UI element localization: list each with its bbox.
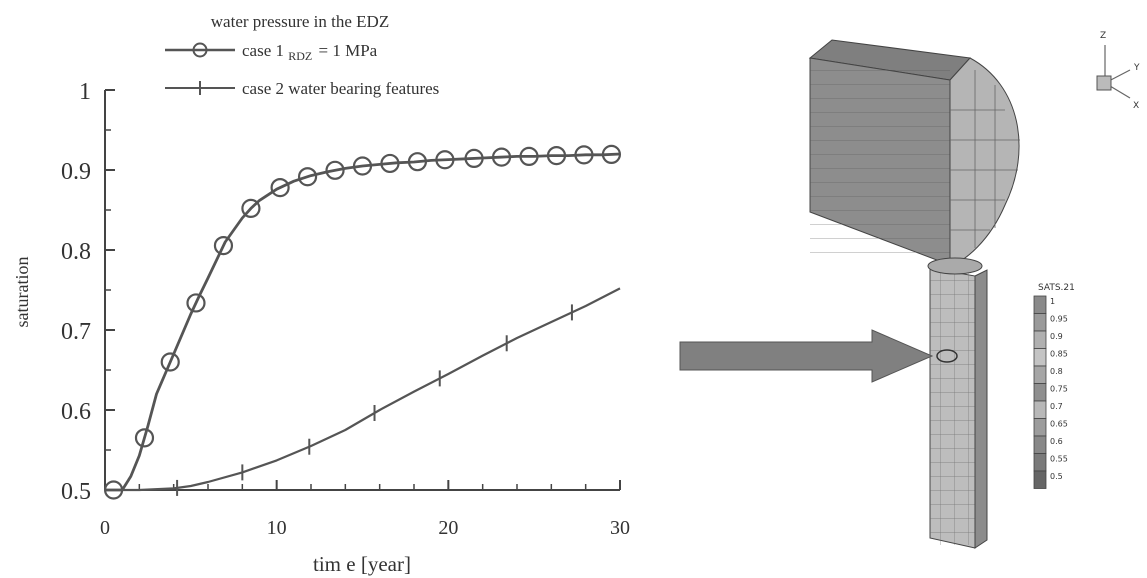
case-1-marker-7 [297, 167, 318, 187]
x-tick-label-3: 30 [610, 517, 630, 539]
case-1-marker-13 [464, 148, 484, 168]
y-ticks: 0.5 0.6 0.7 0.8 0.9 1 [61, 79, 115, 505]
case-1-marker-1 [134, 428, 155, 448]
chart-legend: case 1 RDZ = 1 MPa case 2 water bearing … [165, 41, 439, 98]
color-legend-title: SATS.21 [1038, 283, 1075, 293]
y-tick-label-1: 0.6 [61, 399, 91, 425]
shaft-top-ellipse [927, 257, 983, 275]
case-1-marker-10 [380, 153, 400, 174]
series-line-case-2 [105, 287, 621, 492]
y-tick-label-5: 1 [79, 79, 91, 105]
x-tick-label-1: 10 [267, 517, 287, 539]
case-1-marker-14 [491, 147, 512, 167]
color-swatch-label-10: 0.5 [1050, 472, 1063, 481]
series-group [103, 144, 622, 500]
case-1-marker-3 [186, 293, 206, 313]
y-axis-label: saturation [12, 257, 32, 328]
case-1-marker-16 [546, 146, 567, 166]
color-swatch-label-8: 0.6 [1050, 437, 1063, 446]
color-swatch-0 [1033, 295, 1047, 314]
axis-label-z: Z [1100, 31, 1106, 41]
x-tick-label-2: 20 [438, 517, 458, 539]
drift-end-face [949, 57, 1020, 266]
y-tick-label-4: 0.9 [61, 159, 91, 185]
color-legend-labels: 1 0.95 0.9 0.85 0.8 0.75 0.7 0.65 0.6 0.55 0.5 [1050, 297, 1068, 481]
x-ticks: 0 10 20 30 [100, 480, 630, 539]
series-line-case-1 [105, 152, 621, 492]
legend-marker-case-1 [192, 42, 208, 58]
legend-label-case-1: case 1 RDZ = 1 MPa [242, 41, 378, 64]
edz-location-marker [936, 349, 958, 363]
saturation-color-legend: SATS.21 1 0.95 0.9 0.85 0.8 0.75 0.7 0.65 0.6 0.5… [1033, 283, 1075, 489]
case-1-marker-8 [325, 160, 345, 180]
location-arrow [679, 329, 934, 383]
color-swatch-label-0: 1 [1050, 297, 1055, 306]
case-1-marker-2 [160, 352, 180, 372]
drift-side-grid [810, 58, 950, 265]
color-swatch-label-4: 0.8 [1050, 367, 1063, 376]
shaft-mesh [927, 257, 988, 549]
color-swatch-10 [1033, 470, 1047, 489]
y-tick-label-0: 0.5 [61, 479, 91, 505]
shaft-side-face [974, 269, 988, 549]
case-1-marker-4 [213, 236, 234, 256]
case-1-marker-18 [601, 144, 622, 164]
x-tick-label-0: 0 [100, 517, 110, 539]
color-swatch-1 [1033, 313, 1047, 332]
color-swatch-3 [1033, 348, 1047, 367]
triad-cube [1096, 75, 1112, 91]
saturation-model-figure: Z Y X SATS.21 1 0.95 0.9 0.85 0.8 0.75 0.7 0.65… [679, 31, 1140, 549]
color-swatch-6 [1033, 400, 1047, 419]
color-swatch-label-6: 0.7 [1050, 402, 1063, 411]
shaft-front-grid [930, 270, 975, 545]
color-swatch-4 [1033, 365, 1047, 384]
color-swatch-label-5: 0.75 [1050, 385, 1068, 394]
color-swatch-8 [1033, 435, 1047, 454]
case-1-marker-17 [574, 145, 594, 165]
case-1-marker-12 [435, 150, 455, 170]
color-swatch-label-1: 0.95 [1050, 315, 1068, 324]
color-swatch-2 [1033, 330, 1047, 349]
x-axis-label: tim e [year] [313, 552, 411, 576]
y-tick-label-2: 0.7 [61, 319, 91, 345]
drift-mesh [808, 39, 1020, 266]
color-swatch-label-9: 0.55 [1050, 455, 1068, 464]
color-swatch-label-3: 0.85 [1050, 350, 1068, 359]
case-1-marker-11 [407, 152, 428, 172]
saturation-chart: water pressure in the EDZ case 1 RDZ = 1… [12, 12, 630, 576]
color-swatch-5 [1033, 383, 1047, 402]
color-legend-swatches [1033, 295, 1047, 489]
color-swatch-label-7: 0.65 [1050, 420, 1068, 429]
axis-label-x: X [1133, 101, 1139, 111]
drift-end-grid [950, 70, 1020, 248]
case-1-marker-6 [270, 178, 290, 198]
legend-label-case-1-prefix: case 1 [242, 41, 288, 60]
y-tick-label-3: 0.8 [61, 239, 91, 265]
plot-axes [104, 90, 620, 491]
legend-label-case-1-sub: RDZ [288, 49, 312, 63]
legend-label-case-1-suffix: = 1 MPa [319, 41, 378, 60]
case-1-marker-9 [352, 156, 373, 176]
axis-triad: Z Y X [1096, 31, 1140, 111]
legend-label-case-2: case 2 water bearing features [242, 79, 439, 98]
case-1-marker-15 [519, 146, 539, 166]
color-swatch-7 [1033, 418, 1047, 437]
color-swatch-label-2: 0.9 [1050, 332, 1063, 341]
color-swatch-9 [1033, 453, 1047, 472]
axis-label-y: Y [1133, 63, 1140, 73]
chart-title: water pressure in the EDZ [211, 12, 389, 31]
case-1-marker-5 [241, 198, 261, 218]
